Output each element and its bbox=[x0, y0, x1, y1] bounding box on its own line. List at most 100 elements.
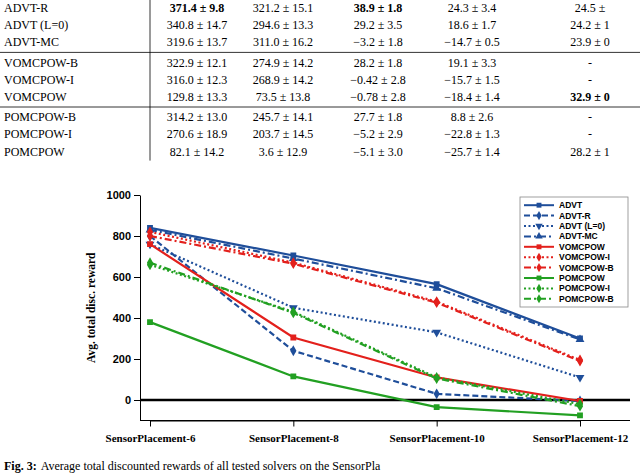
table-cell: 24.2 ± 1 bbox=[570, 18, 610, 32]
y-tick-label: 1000 bbox=[107, 189, 131, 201]
series-marker bbox=[434, 404, 440, 410]
x-axis-line bbox=[151, 421, 581, 422]
y-tick-mark bbox=[134, 195, 140, 196]
series-marker bbox=[147, 241, 153, 247]
series-line bbox=[150, 244, 580, 401]
x-tick-mark bbox=[150, 421, 151, 427]
table-cell: −15.7 ± 1.5 bbox=[444, 73, 499, 87]
table-cell: 28.2 ± 1 bbox=[570, 145, 610, 159]
table-cell: 19.1 ± 3.3 bbox=[448, 56, 497, 70]
legend-marker bbox=[536, 284, 541, 293]
plot-frame bbox=[140, 420, 630, 421]
x-tick-label: SensorPlacement-12 bbox=[533, 432, 629, 444]
x-tick-mark bbox=[293, 421, 294, 427]
table-cell: 371.4 ± 9.8 bbox=[170, 1, 225, 15]
row-label: VOMCPOW-B bbox=[4, 56, 78, 70]
y-tick-mark bbox=[134, 277, 140, 278]
table-cell: 270.6 ± 18.9 bbox=[167, 127, 228, 141]
y-tick-label: 0 bbox=[125, 394, 131, 406]
series-marker bbox=[576, 334, 585, 342]
series-line bbox=[150, 236, 580, 361]
table-cell: 314.2 ± 13.0 bbox=[167, 110, 228, 124]
table-cell: 319.6 ± 13.7 bbox=[167, 35, 228, 49]
table-cell: 82.1 ± 14.2 bbox=[170, 145, 225, 159]
series-marker bbox=[434, 297, 440, 308]
table-cell: 311.0 ± 16.2 bbox=[253, 35, 313, 49]
table-cell: - bbox=[588, 127, 592, 141]
legend-label: VOMCPOW-B bbox=[559, 263, 614, 273]
series-marker bbox=[432, 330, 441, 338]
series-marker bbox=[147, 319, 153, 325]
table-cell: −3.2 ± 1.8 bbox=[353, 35, 402, 49]
legend-marker bbox=[537, 203, 542, 208]
row-label: VOMCPOW-I bbox=[4, 73, 74, 87]
series-marker bbox=[147, 231, 153, 242]
series-marker bbox=[576, 375, 585, 383]
y-tick: 400 bbox=[113, 312, 140, 324]
x-tick-mark bbox=[437, 421, 438, 427]
legend-marker bbox=[537, 276, 542, 281]
y-tick-label: 800 bbox=[113, 230, 131, 242]
table-cell: 73.5 ± 13.8 bbox=[256, 90, 311, 104]
y-tick: 0 bbox=[125, 394, 140, 406]
table-cell: 274.9 ± 14.2 bbox=[253, 56, 314, 70]
x-tick: SensorPlacement-8 bbox=[249, 421, 339, 444]
table-cell: −14.7 ± 0.5 bbox=[444, 35, 499, 49]
series-line bbox=[150, 322, 580, 415]
table-cell: 129.8 ± 13.3 bbox=[167, 90, 228, 104]
legend-marker bbox=[536, 294, 541, 303]
series-line bbox=[150, 230, 580, 340]
table-cell: - bbox=[588, 73, 592, 87]
legend-label: ADVT bbox=[559, 200, 583, 210]
series-line bbox=[150, 236, 580, 401]
x-tick-label: SensorPlacement-8 bbox=[249, 432, 339, 444]
table-rule bbox=[0, 52, 640, 53]
table-cell: 27.7 ± 1.8 bbox=[354, 110, 403, 124]
legend-marker bbox=[537, 244, 542, 249]
legend-label: VOMCPOW-I bbox=[559, 252, 610, 262]
series-marker bbox=[290, 307, 296, 318]
x-tick-label: SensorPlacement-10 bbox=[390, 432, 486, 444]
y-axis: 0 200 400 600 800 1000 bbox=[107, 189, 141, 421]
row-label: POMCPOW-B bbox=[4, 110, 76, 124]
y-axis-line bbox=[140, 196, 141, 422]
table-cell: 245.7 ± 14.1 bbox=[253, 110, 314, 124]
table-cell: - bbox=[588, 110, 592, 124]
y-tick-label: 400 bbox=[113, 312, 131, 324]
chart: 0 200 400 600 800 1000 SensorPlacement-6 Sensor… bbox=[85, 189, 630, 444]
table-cell: −0.42 ± 2.8 bbox=[350, 73, 405, 87]
table-cell: 24.5 ± bbox=[575, 1, 606, 15]
row-label: POMCPOW bbox=[4, 145, 65, 159]
table-rule bbox=[0, 107, 640, 108]
table-cell: 24.3 ± 3.4 bbox=[448, 1, 497, 15]
caption-text: Average total discounted rewards of all … bbox=[41, 459, 381, 473]
y-tick: 200 bbox=[113, 353, 140, 365]
legend-marker bbox=[535, 224, 542, 230]
table-cell: 316.0 ± 12.3 bbox=[167, 73, 228, 87]
row-label: ADVT-R bbox=[4, 1, 48, 15]
y-tick: 1000 bbox=[107, 189, 140, 201]
x-tick-label: SensorPlacement-6 bbox=[106, 432, 196, 444]
series-marker bbox=[577, 412, 583, 418]
x-tick: SensorPlacement-10 bbox=[390, 421, 486, 444]
y-tick-mark bbox=[134, 359, 140, 360]
y-tick-label: 600 bbox=[113, 271, 131, 283]
series-marker bbox=[290, 258, 296, 269]
x-tick-mark bbox=[580, 421, 581, 427]
table-cell: −5.2 ± 2.9 bbox=[353, 127, 402, 141]
series-line bbox=[150, 265, 580, 404]
legend-box bbox=[520, 197, 628, 307]
table-cell: 18.6 ± 1.7 bbox=[448, 18, 497, 32]
table-cell: 38.9 ± 1.8 bbox=[354, 1, 403, 15]
row-label: POMCPOW-I bbox=[4, 127, 72, 141]
results-table: ADVT-R371.4 ± 9.8321.2 ± 15.138.9 ± 1.82… bbox=[0, 0, 640, 161]
table-column-rule bbox=[150, 0, 151, 161]
legend: ADVTADVT-RADVT (L=0)ADVT-MCVOMCPOWVOMCPO… bbox=[520, 197, 628, 307]
series-marker bbox=[577, 356, 583, 367]
series-marker bbox=[290, 335, 296, 341]
row-label: ADVT-MC bbox=[4, 35, 59, 49]
legend-label: POMCPOW-B bbox=[559, 294, 614, 304]
y-tick-label: 200 bbox=[113, 353, 131, 365]
table-cell: 294.6 ± 13.3 bbox=[253, 18, 314, 32]
table-cell: - bbox=[588, 56, 592, 70]
